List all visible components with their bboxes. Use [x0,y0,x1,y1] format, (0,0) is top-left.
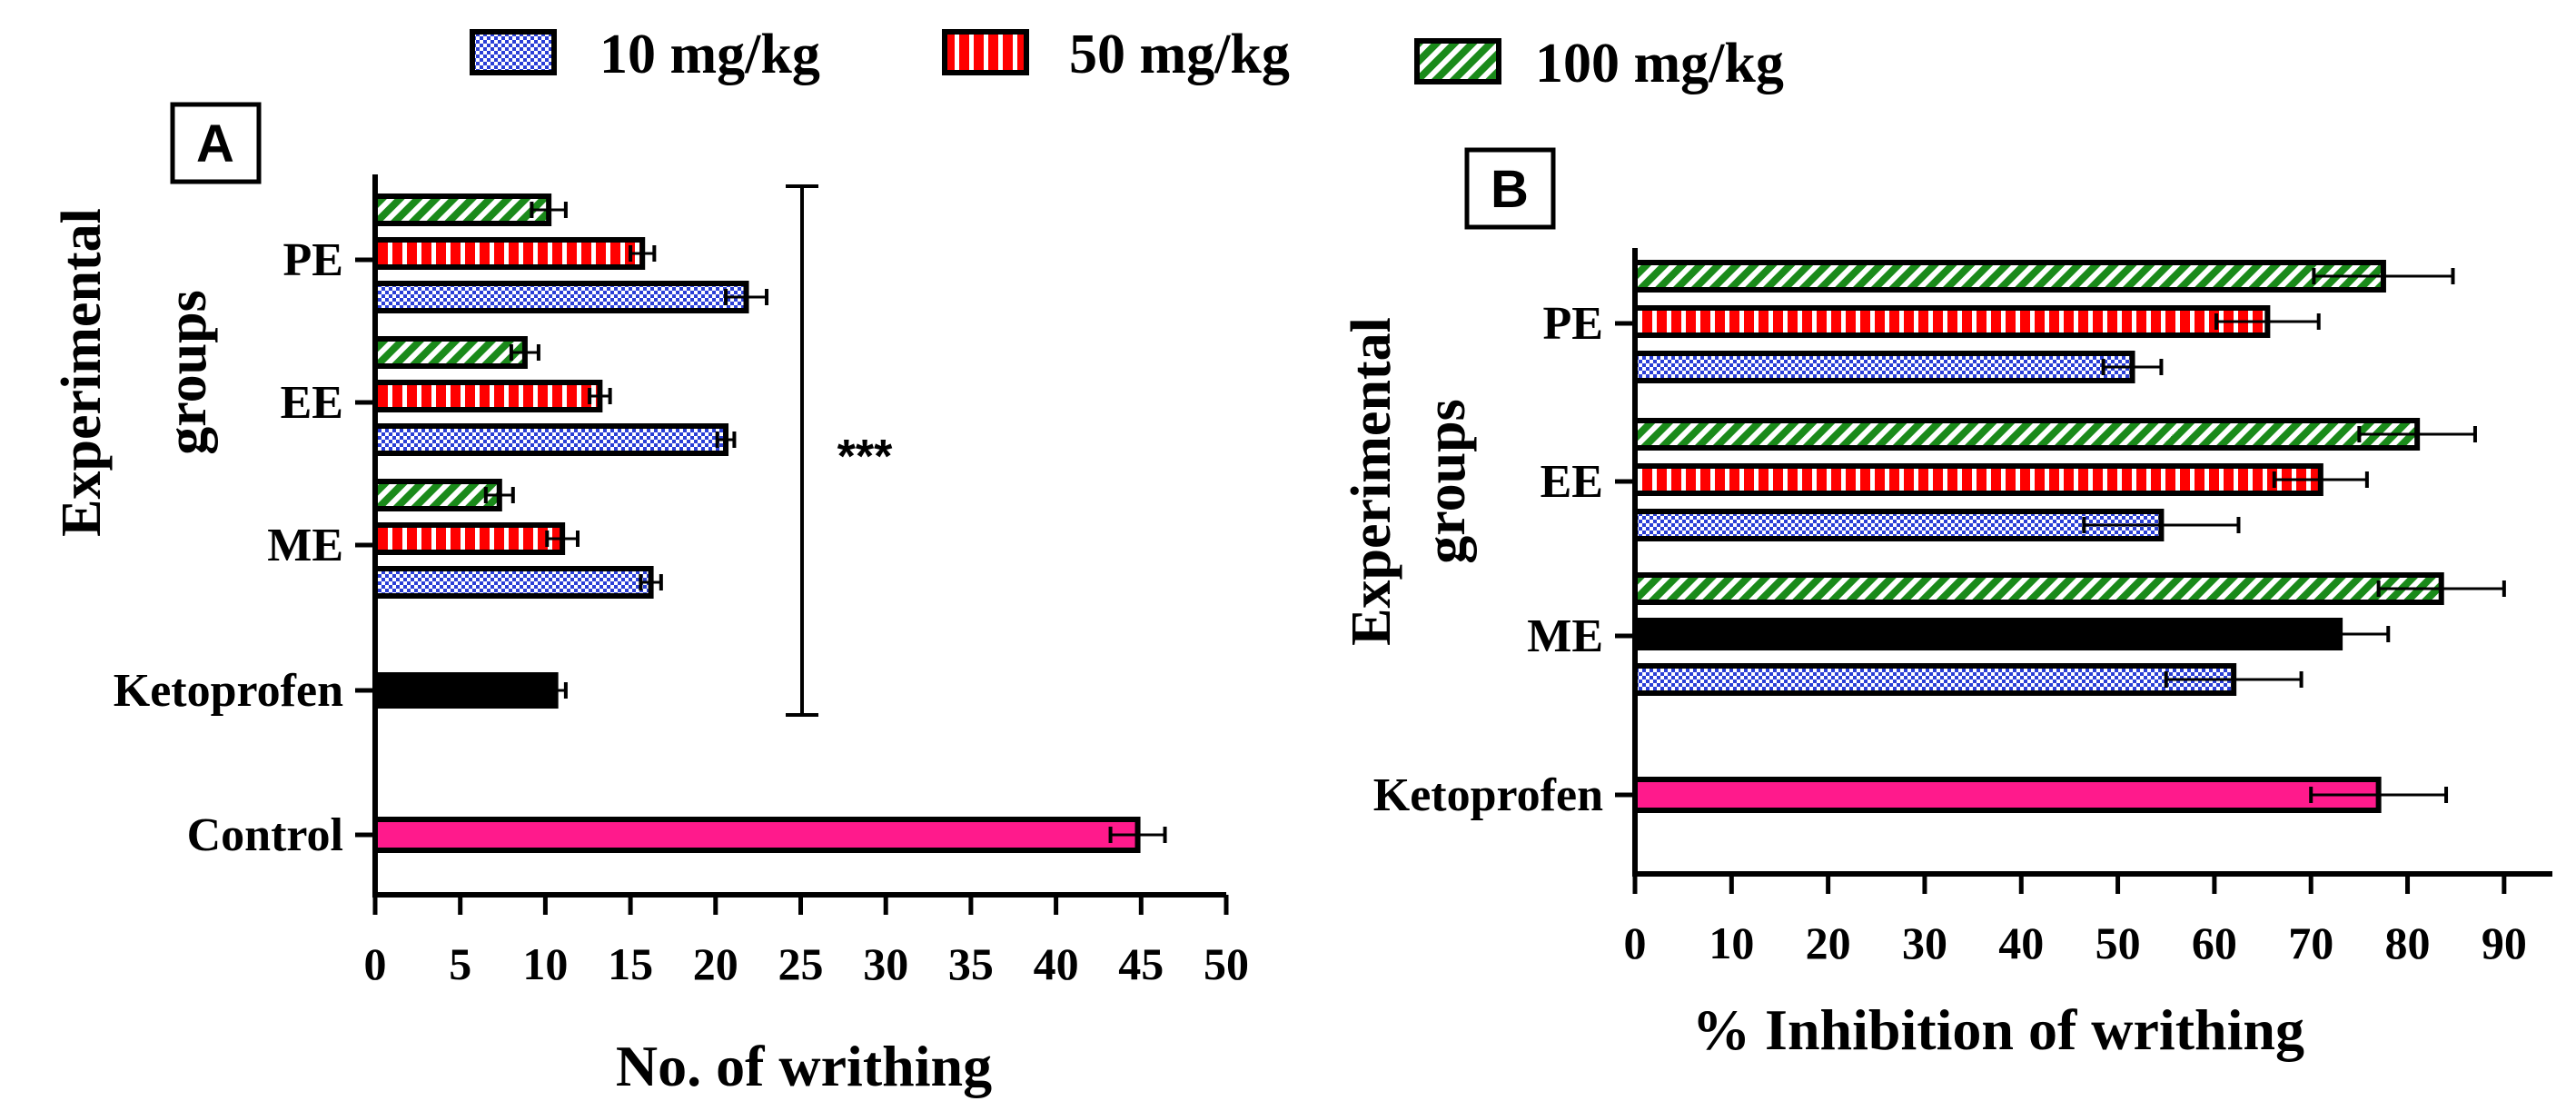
bar-ee-50 [372,380,603,412]
significance-stars: *** [837,431,893,483]
bar-pe-10 [372,281,749,313]
x-tick-label: 40 [1998,918,2044,968]
category-label: ME [267,520,343,571]
panel-label: B [1491,160,1529,219]
bar-ee-100 [1632,418,2421,451]
x-tick-label: 80 [2385,918,2431,968]
bar-ee-100 [372,336,528,369]
category-label: EE [1541,456,1603,508]
bar-me-10 [1632,663,2237,696]
x-axis-title: % Inhibition of writhing [1692,997,2304,1062]
legend-label: 100 mg/kg [1535,33,1784,94]
panel-label: A [196,114,234,174]
legend-swatch-diagonal [1414,38,1501,84]
bar-me-100 [1632,572,2444,605]
x-tick-label: 15 [608,938,653,989]
category-label: ME [1527,610,1603,662]
plot-area-a: 0 5 10 15 20 25 30 35 40 45 50 PE EE ME Ketoprofen Cont… [114,174,1249,989]
panel-label-box [170,102,262,184]
legend-swatch-dots [470,29,557,75]
bar-me-50 [372,522,566,555]
bar-me-100 [372,479,502,511]
panel-b: B Experimental groups 0 10 20 30 40 50 60 70 80 9… [1341,147,2552,1062]
bar-pe-100 [1632,260,2386,293]
category-label: EE [281,377,343,429]
y-axis-title-line1: Experimental [1341,317,1402,646]
bar-pe-50 [372,237,646,270]
y-axis-title: Experimental groups [51,208,218,537]
x-tick-label: 90 [2482,918,2527,968]
x-tick-label: 30 [1902,918,1947,968]
legend-swatch-vstripes [942,29,1029,75]
x-tick-label: 5 [449,938,471,989]
x-tick-label: 50 [1204,938,1249,989]
bar-pe-10 [1632,351,2135,383]
bar-ee-10 [372,423,729,456]
bar-pe-100 [372,193,552,226]
plot-area-b: 0 10 20 30 40 50 60 70 80 90 PE EE ME Ketoprofen [1373,248,2552,968]
x-tick-label: 40 [1034,938,1079,989]
x-tick-label: 20 [693,938,738,989]
legend-item-10mgkg: 10 mg/kg [470,24,820,85]
legend: 10 mg/kg 50 mg/kg 100 mg/kg [470,24,1784,94]
bar-ketoprofen [1632,777,2382,813]
legend-item-100mgkg: 100 mg/kg [1414,33,1784,94]
x-axis-title: No. of writhing [616,1034,992,1098]
y-axis-title-line2: groups [1415,399,1477,564]
x-tick-label: 10 [522,938,568,989]
y-axis-title: Experimental groups [1341,317,1477,646]
x-tick-label: 0 [364,938,387,989]
legend-label: 50 mg/kg [1069,24,1290,85]
x-tick-label: 30 [863,938,908,989]
x-tick-label: 25 [778,938,824,989]
x-tick-label: 0 [1624,918,1647,968]
bar-me-10 [372,566,654,599]
category-label: Ketoprofen [114,665,343,717]
bar-pe-50 [1632,305,2271,338]
legend-item-50mgkg: 50 mg/kg [942,24,1290,85]
legend-label: 10 mg/kg [599,24,820,85]
panel-a: A Experimental groups 0 5 10 15 20 25 30 35 40 45… [51,102,1249,1098]
y-axis-title-line1: Experimental [51,208,113,537]
x-tick-label: 70 [2288,918,2333,968]
x-tick-label: 35 [948,938,994,989]
category-label: Control [187,809,343,861]
bar-me-50 [1632,618,2343,650]
category-label: PE [1543,298,1603,350]
bar-control [372,817,1141,853]
panel-label-box [1464,147,1556,230]
x-tick-label: 10 [1709,918,1754,968]
x-tick-label: 60 [2192,918,2237,968]
category-label: PE [283,234,343,286]
y-axis-title-line2: groups [156,290,218,455]
bar-ee-50 [1632,463,2323,496]
category-label: Ketoprofen [1373,769,1603,821]
x-tick-label: 20 [1806,918,1851,968]
x-tick-label: 50 [2095,918,2141,968]
x-tick-label: 45 [1118,938,1164,989]
bar-ketoprofen [372,672,559,709]
